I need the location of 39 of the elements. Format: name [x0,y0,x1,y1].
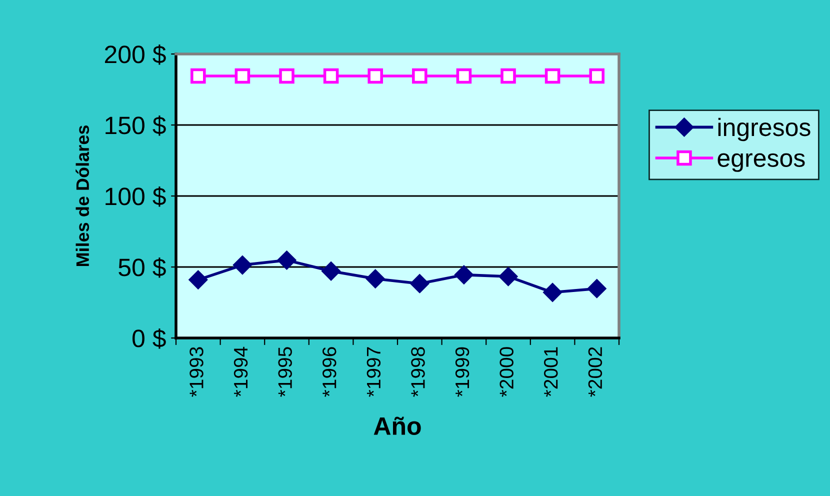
point [323,68,339,84]
x-tick-label: *2001 [544,347,558,397]
point [499,267,518,286]
y-axis-title: Miles de Dólares [76,125,90,266]
point [233,256,252,274]
point [412,68,428,84]
point [188,270,208,290]
y-tick-label: 100 $ [106,186,166,207]
point [366,270,385,288]
point [544,68,560,84]
x-tick-label: *1993 [190,347,204,397]
legend-label: ingresos [718,118,810,142]
y-tick-label: 200 $ [104,44,166,65]
y-tick-label: 50 $ [118,258,166,278]
y-tick-label: 150 $ [106,116,166,136]
point [456,68,472,84]
point [500,68,516,84]
x-axis-title: Año [374,416,421,435]
x-tick-label: *2002 [588,347,602,397]
y-tick-label: 0 $ [132,328,166,349]
x-tick-label: *1998 [411,347,425,397]
point [454,266,474,284]
point [279,68,294,84]
point [543,283,562,302]
point [589,68,604,84]
point [234,68,250,84]
point [588,279,606,298]
point [368,68,383,84]
point [410,274,429,293]
x-tick-label: *1995 [278,347,292,397]
point [278,250,296,270]
x-tick-label: *1999 [455,347,470,397]
point [322,262,340,280]
legend-label: egresos [718,153,805,172]
x-tick-label: *2000 [500,347,514,397]
x-tick-label: *1997 [366,347,381,397]
x-tick-label: *1994 [234,346,248,397]
x-tick-label: *1996 [322,347,336,397]
point [190,68,206,84]
